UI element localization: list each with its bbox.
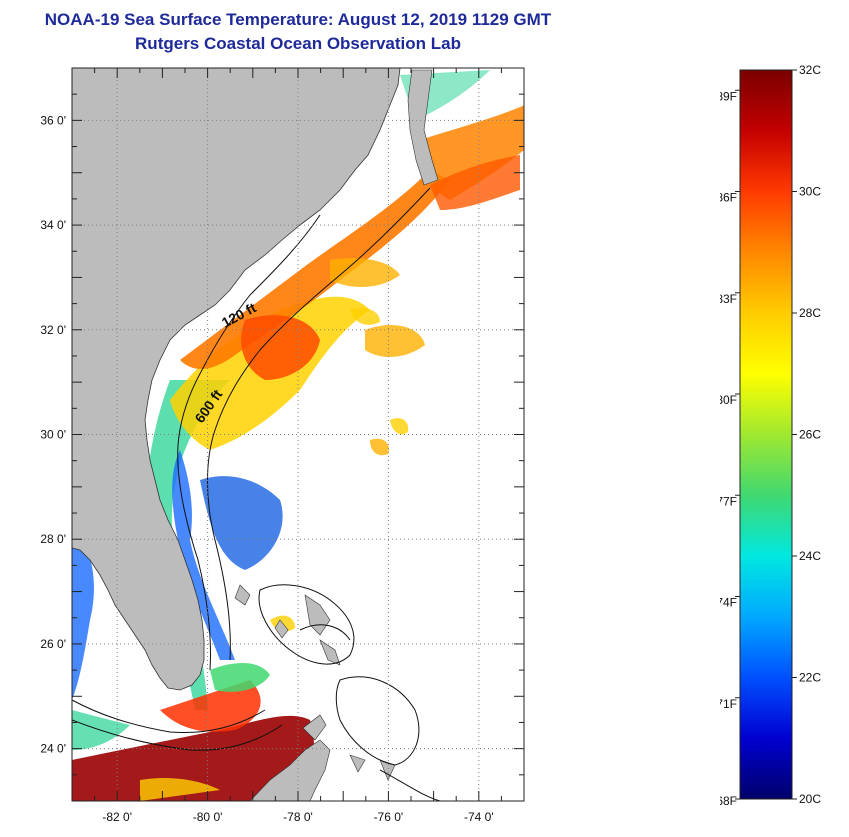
fahrenheit-label: 86F: [720, 191, 737, 205]
celsius-label: 28C: [799, 306, 821, 320]
lat-label: 28 0': [40, 532, 66, 546]
colorbar-svg: 32C 30C 28C 26C 24C 22C 20C 89F 86F 83F 80F 77F 74F…: [716, 63, 821, 808]
colorbar-celsius-labels: 32C 30C 28C 26C 24C 22C 20C: [799, 63, 821, 806]
latitude-labels: 36 0' 34 0' 32 0' 30 0' 28 0' 26 0' 24 0': [40, 113, 66, 755]
map-body: 120 ft 600 ft: [72, 68, 524, 801]
lon-label: -78 0': [283, 810, 313, 824]
lat-label: 26 0': [40, 637, 66, 651]
sst-map-panel: 120 ft 600 ft 36 0' 34 0' 32 0' 30 0' 28 0' 2…: [20, 60, 540, 832]
fahrenheit-label: 80F: [720, 393, 737, 407]
lat-label: 24 0': [40, 742, 66, 756]
land: [72, 68, 439, 801]
temperature-colorbar: 32C 30C 28C 26C 24C 22C 20C 89F 86F 83F 80F 77F 74F…: [716, 60, 849, 832]
longitude-labels: -82 0' -80 0' -78 0' -76 0' -74 0': [102, 810, 493, 824]
lon-label: -82 0': [102, 810, 132, 824]
lat-label: 30 0': [40, 428, 66, 442]
celsius-label: 24C: [799, 549, 821, 563]
colorbar-ticks: [735, 69, 797, 800]
celsius-label: 26C: [799, 428, 821, 442]
fahrenheit-label: 83F: [720, 292, 737, 306]
fahrenheit-label: 77F: [720, 494, 737, 508]
fahrenheit-label: 68F: [720, 794, 737, 808]
fahrenheit-label: 89F: [720, 89, 737, 103]
graticule: [72, 68, 524, 801]
lon-label: -80 0': [193, 810, 223, 824]
colorbar-gradient: [739, 69, 793, 800]
bathymetry-contours: [72, 187, 441, 801]
sst-map: 120 ft 600 ft 36 0' 34 0' 32 0' 30 0' 28 0' 2…: [40, 67, 525, 824]
fahrenheit-label: 74F: [720, 596, 737, 610]
lat-label: 32 0': [40, 323, 66, 337]
map-title: NOAA-19 Sea Surface Temperature: August …: [44, 10, 552, 29]
fahrenheit-label: 71F: [720, 697, 737, 711]
lon-label: -74 0': [464, 810, 494, 824]
lat-label: 34 0': [40, 218, 66, 232]
axis-ticks: [71, 67, 525, 802]
celsius-label: 20C: [799, 792, 821, 806]
celsius-label: 32C: [799, 63, 821, 77]
celsius-label: 30C: [799, 185, 821, 199]
lon-label: -76 0': [374, 810, 404, 824]
colorbar-fahrenheit-labels: 89F 86F 83F 80F 77F 74F 71F 68F: [716, 89, 737, 808]
lat-label: 36 0': [40, 113, 66, 127]
map-subtitle: Rutgers Coastal Ocean Observation Lab: [135, 34, 461, 53]
celsius-label: 22C: [799, 671, 821, 685]
